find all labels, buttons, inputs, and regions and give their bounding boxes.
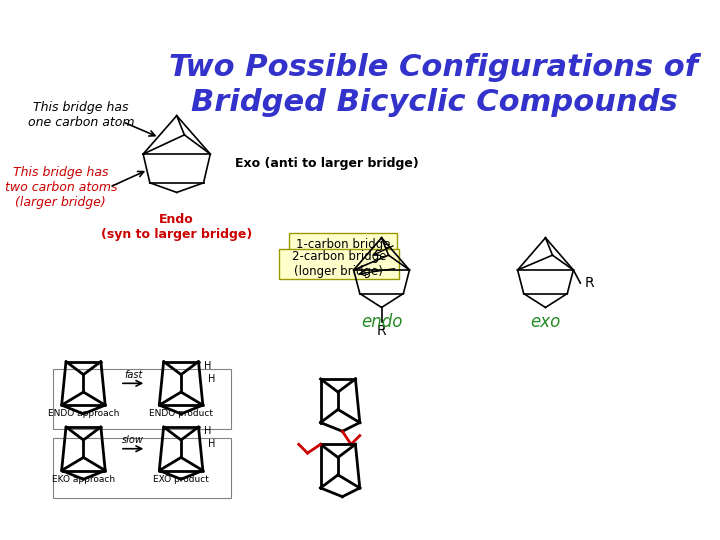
Text: EKO approach: EKO approach <box>52 475 115 484</box>
Text: 1-carbon bridge: 1-carbon bridge <box>296 238 390 251</box>
Text: H: H <box>208 440 215 449</box>
Text: Bridged Bicyclic Compounds: Bridged Bicyclic Compounds <box>191 88 678 117</box>
Text: R: R <box>584 276 594 290</box>
Text: 2-carbon bridge
(longer bridge): 2-carbon bridge (longer bridge) <box>292 250 386 278</box>
Text: EXO product: EXO product <box>153 475 209 484</box>
Text: fast: fast <box>124 369 143 380</box>
Text: R: R <box>377 324 387 338</box>
FancyBboxPatch shape <box>289 233 397 256</box>
Text: H: H <box>204 426 211 436</box>
FancyBboxPatch shape <box>279 249 399 279</box>
Text: ENDO approach: ENDO approach <box>48 409 119 418</box>
Text: endo: endo <box>361 313 402 332</box>
Text: Exo (anti to larger bridge): Exo (anti to larger bridge) <box>235 157 419 170</box>
Text: Two Possible Configurations of: Two Possible Configurations of <box>169 53 698 82</box>
Text: This bridge has
one carbon atom: This bridge has one carbon atom <box>27 101 134 129</box>
Text: H: H <box>208 374 215 384</box>
Text: slow: slow <box>122 435 144 445</box>
Text: Endo
(syn to larger bridge): Endo (syn to larger bridge) <box>101 213 252 241</box>
Text: ENDO product: ENDO product <box>149 409 213 418</box>
Text: H: H <box>204 361 211 371</box>
Text: exo: exo <box>531 313 561 332</box>
Text: This bridge has
two carbon atoms
(larger bridge): This bridge has two carbon atoms (larger… <box>4 166 117 208</box>
